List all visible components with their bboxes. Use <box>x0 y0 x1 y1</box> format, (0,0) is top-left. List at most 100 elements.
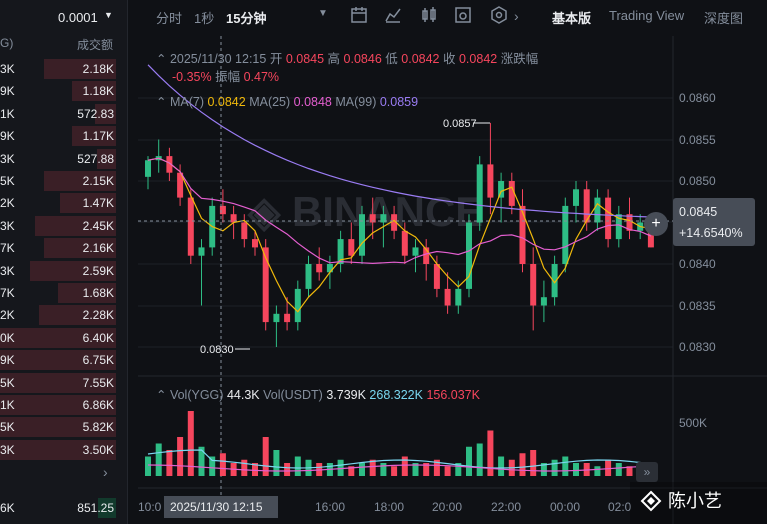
candle-body <box>423 247 430 264</box>
tab-15m[interactable]: 15分钟 <box>226 11 267 26</box>
order-book-row[interactable]: 3K 2.45K <box>0 215 128 237</box>
order-book-row[interactable]: 3K 527.88 <box>0 148 128 170</box>
time-tick: 00:00 <box>550 500 581 514</box>
order-book-row[interactable]: 1K 6.86K <box>0 394 128 416</box>
candle-body <box>273 313 280 323</box>
depth-bar <box>58 283 116 303</box>
candle-body <box>252 239 258 248</box>
depth-bar <box>0 417 116 438</box>
order-book-row[interactable]: 3K 2.59K <box>0 260 128 282</box>
candle-body <box>166 156 173 173</box>
row-volume: 527.88 <box>77 151 114 166</box>
volume-bar <box>444 466 451 476</box>
price-tick: 0.0850 <box>679 174 716 188</box>
candle-body <box>294 288 301 323</box>
volume-bar <box>198 446 205 476</box>
precision-value: 0.0001 <box>58 10 98 25</box>
row-volume: 7.55K <box>82 375 114 390</box>
vol-usdt-label: Vol(USDT) <box>263 388 323 402</box>
order-book-row[interactable]: 7K 2.16K <box>0 237 128 259</box>
volume-bar <box>594 466 601 476</box>
depth-bar <box>0 327 116 348</box>
depth-bar <box>0 395 116 415</box>
row-volume: 2.16K <box>82 241 114 256</box>
order-book-row[interactable]: 3K 2.18K <box>0 58 128 80</box>
tab-depth[interactable]: 深度图 <box>704 11 744 26</box>
price-tick: 0.0840 <box>679 257 716 271</box>
order-book-row[interactable]: 0K 6.40K <box>0 327 128 349</box>
row-price: 5K <box>0 375 15 390</box>
volume-bar <box>455 463 462 476</box>
chevron-right-icon[interactable]: › <box>103 464 108 480</box>
indicator-icon[interactable] <box>384 6 402 24</box>
volume-bar <box>294 456 301 476</box>
time-cursor-label: 2025/11/30 12:15 <box>164 496 278 518</box>
candle-body <box>230 214 237 223</box>
vol-usdt-value: 3.739K <box>326 388 366 402</box>
volume-bar <box>433 459 440 476</box>
candle-body <box>412 247 419 256</box>
row-price: 3K <box>0 263 15 278</box>
order-book-row[interactable]: 9K 1.18K <box>0 80 128 102</box>
precision-selector[interactable]: 0.0001 ▼ <box>0 0 128 32</box>
order-book-row[interactable]: 2K 2.28K <box>0 304 128 326</box>
candle-body <box>551 264 558 298</box>
candle-body <box>369 214 376 223</box>
depth-bar <box>0 439 116 460</box>
settings-icon[interactable] <box>454 6 472 24</box>
chevron-right-icon[interactable]: › <box>514 8 519 24</box>
depth-bar <box>60 193 116 214</box>
order-book-row[interactable]: 5K 2.15K <box>0 170 128 192</box>
candle-body <box>177 172 184 198</box>
interval-dropdown-icon[interactable]: ▼ <box>318 8 328 19</box>
time-tick: 22:00 <box>491 500 522 514</box>
candle-body <box>466 222 472 289</box>
collapse-icon[interactable]: ⌃ <box>156 95 170 109</box>
depth-bar <box>44 171 116 191</box>
candlestick-chart[interactable]: ◈ BINANCE 0.0857 0.0830 <box>138 36 767 524</box>
calendar-icon[interactable] <box>350 6 368 24</box>
ma25-line <box>147 157 652 265</box>
volume-bar <box>476 443 483 476</box>
candle-body <box>262 247 269 323</box>
candle-body <box>359 214 365 256</box>
tab-time[interactable]: 分时 <box>156 11 183 26</box>
collapse-icon[interactable]: ⌃ <box>156 52 170 66</box>
volume-bar <box>337 459 344 476</box>
candle-body <box>219 205 226 215</box>
row-price: 0K <box>0 330 15 345</box>
order-book-row[interactable]: 5K 7.55K <box>0 372 128 394</box>
ohlc-legend-line2: -0.35% 振幅 0.47% <box>172 66 279 85</box>
price-tick: 0.0835 <box>679 299 716 313</box>
last-price: 6K <box>0 501 15 515</box>
candle-body <box>605 197 612 240</box>
order-book-row[interactable]: 7K 1.68K <box>0 282 128 304</box>
hexagon-icon[interactable] <box>490 6 508 24</box>
order-book-row[interactable]: 9K 1.17K <box>0 125 128 147</box>
candle-type-icon[interactable] <box>420 6 438 24</box>
volume-ma-line <box>147 449 651 469</box>
order-book-row[interactable]: 1K 572.83 <box>0 103 128 125</box>
candle-body <box>498 181 505 198</box>
order-book-row[interactable]: 3K 3.50K <box>0 439 128 461</box>
collapse-icon[interactable]: ⌃ <box>156 388 170 402</box>
tab-basic[interactable]: 基本版 <box>552 11 592 26</box>
row-price: 2K <box>0 308 15 323</box>
ma7-line <box>147 157 652 313</box>
row-volume: 2.59K <box>82 263 114 278</box>
candle-body <box>401 230 408 256</box>
tab-trading-view[interactable]: Trading View <box>609 8 685 23</box>
depth-bar <box>0 372 116 393</box>
order-book-row[interactable]: 2K 1.47K <box>0 192 128 214</box>
order-book-row[interactable]: 5K 5.82K <box>0 416 128 438</box>
volume-bar <box>369 459 376 476</box>
row-price: 9K <box>0 353 15 368</box>
row-volume: 6.40K <box>82 330 114 345</box>
depth-bar <box>44 59 116 79</box>
time-tick: 10:0 <box>138 500 162 514</box>
scroll-to-latest-button[interactable]: » <box>636 462 658 482</box>
tab-1s[interactable]: 1秒 <box>194 11 215 26</box>
order-book-row[interactable]: 9K 6.75K <box>0 349 128 371</box>
add-alert-button[interactable]: + <box>644 212 668 236</box>
time-tick: 20:00 <box>432 500 463 514</box>
